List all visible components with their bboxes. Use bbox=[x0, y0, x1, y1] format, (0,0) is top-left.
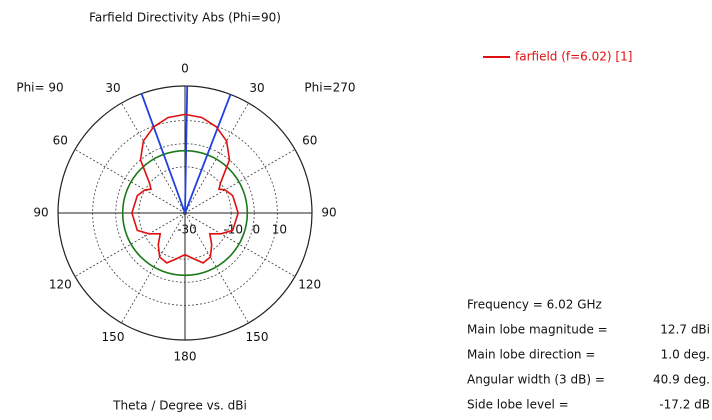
grid-spoke bbox=[184, 102, 249, 214]
beam-line bbox=[140, 93, 186, 214]
info-label: Angular width (3 dB) = bbox=[467, 373, 605, 387]
angle-tick-label: 90 bbox=[321, 206, 336, 220]
r-tick-label: -30 bbox=[177, 223, 197, 237]
info-value: 1.0 deg. bbox=[661, 348, 710, 362]
grid-spoke bbox=[184, 212, 296, 277]
angle-tick-label: 30 bbox=[249, 81, 264, 95]
angle-tick-label: 90 bbox=[33, 206, 48, 220]
r-tick-label: 0 bbox=[252, 223, 260, 237]
grid-spoke bbox=[121, 102, 186, 214]
angle-tick-label: 120 bbox=[49, 278, 72, 292]
side-label: Phi= 90 bbox=[16, 81, 63, 95]
legend-label: farfield (f=6.02) [1] bbox=[515, 50, 632, 64]
angle-tick-label: 30 bbox=[105, 81, 120, 95]
info-value: -17.2 dB bbox=[659, 398, 710, 412]
angle-tick-label: 60 bbox=[302, 134, 317, 148]
angle-tick-label: 60 bbox=[53, 134, 68, 148]
angle-tick-label: 120 bbox=[298, 278, 321, 292]
angle-tick-label: 150 bbox=[246, 330, 269, 344]
info-label: Frequency = 6.02 GHz bbox=[467, 298, 602, 312]
grid-spoke bbox=[121, 212, 186, 324]
info-label: Main lobe direction = bbox=[467, 348, 595, 362]
grid-spoke bbox=[74, 212, 186, 277]
angle-tick-label: 180 bbox=[174, 350, 197, 364]
beam-line bbox=[184, 94, 232, 214]
reference-circle bbox=[121, 149, 249, 277]
info-value: 40.9 deg. bbox=[653, 373, 710, 387]
info-value: 12.7 dBi bbox=[660, 323, 710, 337]
angle-tick-label: 0 bbox=[181, 62, 189, 76]
axis-label: Theta / Degree vs. dBi bbox=[112, 399, 247, 413]
chart-title: Farfield Directivity Abs (Phi=90) bbox=[89, 11, 281, 25]
grid-spoke bbox=[184, 149, 296, 214]
grid-spoke bbox=[184, 212, 249, 324]
angle-tick-label: 150 bbox=[102, 330, 125, 344]
info-label: Side lobe level = bbox=[467, 398, 569, 412]
info-label: Main lobe magnitude = bbox=[467, 323, 608, 337]
series-line bbox=[131, 113, 239, 264]
side-label: Phi=270 bbox=[304, 81, 355, 95]
beam-line bbox=[184, 86, 189, 214]
grid-spoke bbox=[74, 149, 186, 214]
r-tick-label: 10 bbox=[272, 223, 287, 237]
